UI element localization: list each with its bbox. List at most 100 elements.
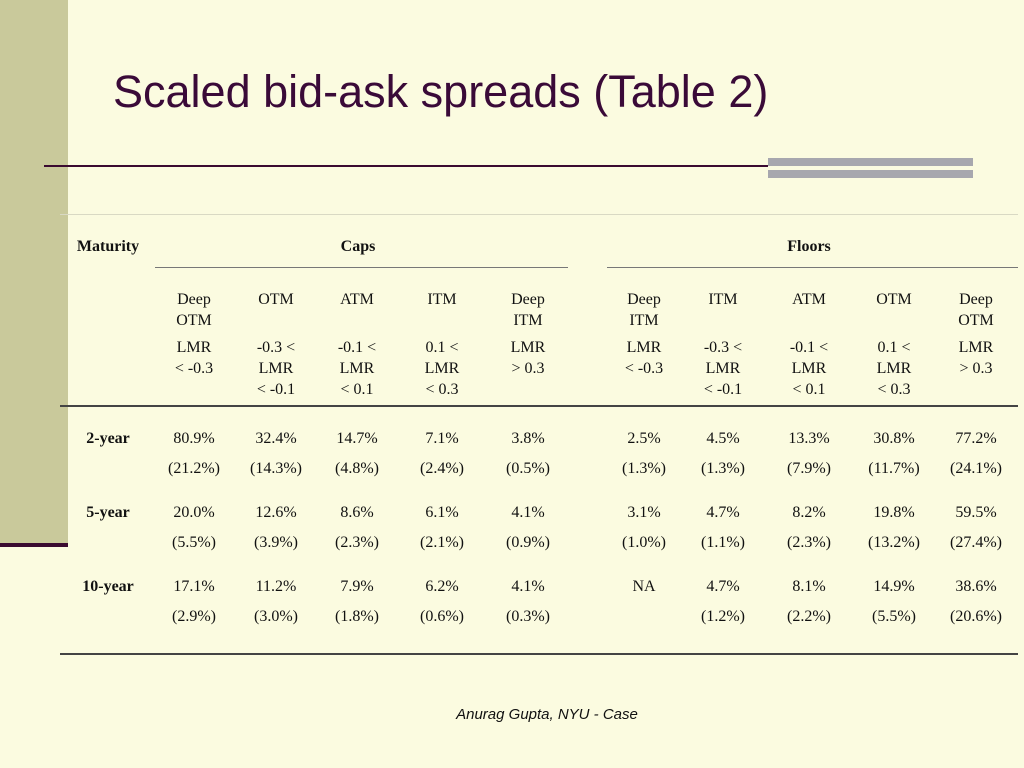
caps-value: 6.2% [425, 578, 459, 595]
caps-value: 6.1% [425, 504, 459, 521]
caps-col-0-moneyness: OTM [176, 312, 212, 329]
floors-col-1-moneyness: ITM [708, 291, 738, 308]
floors-header: Floors [787, 238, 831, 255]
title-rule-gray-bottom [768, 170, 973, 178]
floors-value: 77.2% [955, 430, 997, 447]
floors-value: 2.5% [627, 430, 661, 447]
floors-sd: (1.1%) [701, 534, 745, 551]
floors-value: 4.7% [706, 504, 740, 521]
floors-value: 3.1% [627, 504, 661, 521]
floors-value: 14.9% [873, 578, 915, 595]
left-decor-accent [0, 543, 68, 547]
floors-value: 30.8% [873, 430, 915, 447]
caps-col-3-moneyness: ITM [427, 291, 457, 308]
caps-col-4-moneyness: Deep [511, 291, 545, 308]
floors-sd: (11.7%) [868, 460, 920, 477]
caps-sd: (4.8%) [335, 460, 379, 477]
floors-sd: (27.4%) [950, 534, 1002, 551]
caps-sd: (21.2%) [168, 460, 220, 477]
floors-col-1-lmr: -0.3 < [703, 339, 743, 356]
caps-col-2-lmr: -0.1 < [337, 339, 377, 356]
maturity-label: 5-year [86, 504, 130, 521]
caps-col-0-moneyness: Deep [177, 291, 211, 308]
floors-col-0-moneyness: Deep [627, 291, 661, 308]
caps-sd: (0.6%) [420, 608, 464, 625]
caps-value: 14.7% [336, 430, 378, 447]
caps-sd: (0.9%) [506, 534, 550, 551]
floors-col-2-moneyness: ATM [792, 291, 826, 308]
caps-sd: (14.3%) [250, 460, 302, 477]
caps-sd: (2.1%) [420, 534, 464, 551]
table-top-rule [60, 214, 1018, 215]
floors-sd: (24.1%) [950, 460, 1002, 477]
floors-value: 8.2% [792, 504, 826, 521]
caps-value: 4.1% [511, 578, 545, 595]
floors-sd: (1.2%) [701, 608, 745, 625]
floors-value: 38.6% [955, 578, 997, 595]
floors-sd: (7.9%) [787, 460, 831, 477]
caps-value: 4.1% [511, 504, 545, 521]
floors-value: 59.5% [955, 504, 997, 521]
caps-col-3-lmr: < 0.3 [425, 381, 459, 398]
floors-sd: (1.3%) [622, 460, 666, 477]
floors-col-4-moneyness: Deep [959, 291, 993, 308]
caps-col-1-lmr: -0.3 < [256, 339, 296, 356]
floors-col-0-lmr: LMR [626, 339, 662, 356]
title-rule [44, 165, 774, 167]
floors-col-3-lmr: 0.1 < [877, 339, 911, 356]
table-bottom-rule [60, 653, 1018, 655]
caps-value: 32.4% [255, 430, 297, 447]
caps-sd: (3.9%) [254, 534, 298, 551]
caps-sd: (2.9%) [172, 608, 216, 625]
floors-value: 4.7% [706, 578, 740, 595]
floors-sd: (1.0%) [622, 534, 666, 551]
caps-sd: (1.8%) [335, 608, 379, 625]
floors-col-2-lmr: LMR [791, 360, 827, 377]
floors-col-0-lmr: < -0.3 [624, 360, 664, 377]
caps-value: 12.6% [255, 504, 297, 521]
caps-sd: (2.4%) [420, 460, 464, 477]
caps-value: 7.9% [340, 578, 374, 595]
spreads-table: Maturity Caps Floors Deep OTM LMR < -0.3 OTM -0.… [60, 214, 1018, 656]
caps-col-4-lmr: > 0.3 [511, 360, 545, 377]
floors-col-4-moneyness: OTM [958, 312, 994, 329]
floors-col-3-lmr: < 0.3 [877, 381, 911, 398]
floors-value: 4.5% [706, 430, 740, 447]
caps-sd: (2.3%) [335, 534, 379, 551]
caps-group-rule [155, 267, 568, 268]
caps-sd: (0.5%) [506, 460, 550, 477]
floors-col-1-lmr: LMR [705, 360, 741, 377]
caps-value: 11.2% [255, 578, 297, 595]
floors-col-2-lmr: -0.1 < [789, 339, 829, 356]
floors-sd: (2.3%) [787, 534, 831, 551]
caps-sd: (3.0%) [254, 608, 298, 625]
floors-col-2-lmr: < 0.1 [792, 381, 826, 398]
left-decor-band [0, 0, 68, 545]
floors-value: NA [632, 578, 656, 595]
caps-col-0-lmr: < -0.3 [174, 360, 214, 377]
floors-col-3-moneyness: OTM [876, 291, 912, 308]
floors-col-3-lmr: LMR [876, 360, 912, 377]
floors-col-0-moneyness: ITM [629, 312, 659, 329]
caps-col-4-lmr: LMR [510, 339, 546, 356]
maturity-header: Maturity [76, 238, 140, 255]
floors-value: 8.1% [792, 578, 826, 595]
caps-col-2-lmr: < 0.1 [340, 381, 374, 398]
caps-col-2-lmr: LMR [339, 360, 375, 377]
caps-value: 3.8% [511, 430, 545, 447]
caps-value: 7.1% [425, 430, 459, 447]
caps-col-1-moneyness: OTM [258, 291, 294, 308]
floors-sd: (1.3%) [701, 460, 745, 477]
floors-col-4-lmr: LMR [958, 339, 994, 356]
floors-group-rule [607, 267, 1018, 268]
title-rule-gray-top [768, 158, 973, 166]
caps-sd: (0.3%) [506, 608, 550, 625]
caps-value: 8.6% [340, 504, 374, 521]
title-rule-gap [768, 166, 973, 170]
floors-sd: (5.5%) [872, 608, 916, 625]
slide-footer: Anurag Gupta, NYU - Case [456, 706, 638, 723]
floors-sd: (13.2%) [868, 534, 920, 551]
floors-sd: (20.6%) [950, 608, 1002, 625]
header-bottom-rule [60, 405, 1018, 407]
caps-value: 17.1% [173, 578, 215, 595]
